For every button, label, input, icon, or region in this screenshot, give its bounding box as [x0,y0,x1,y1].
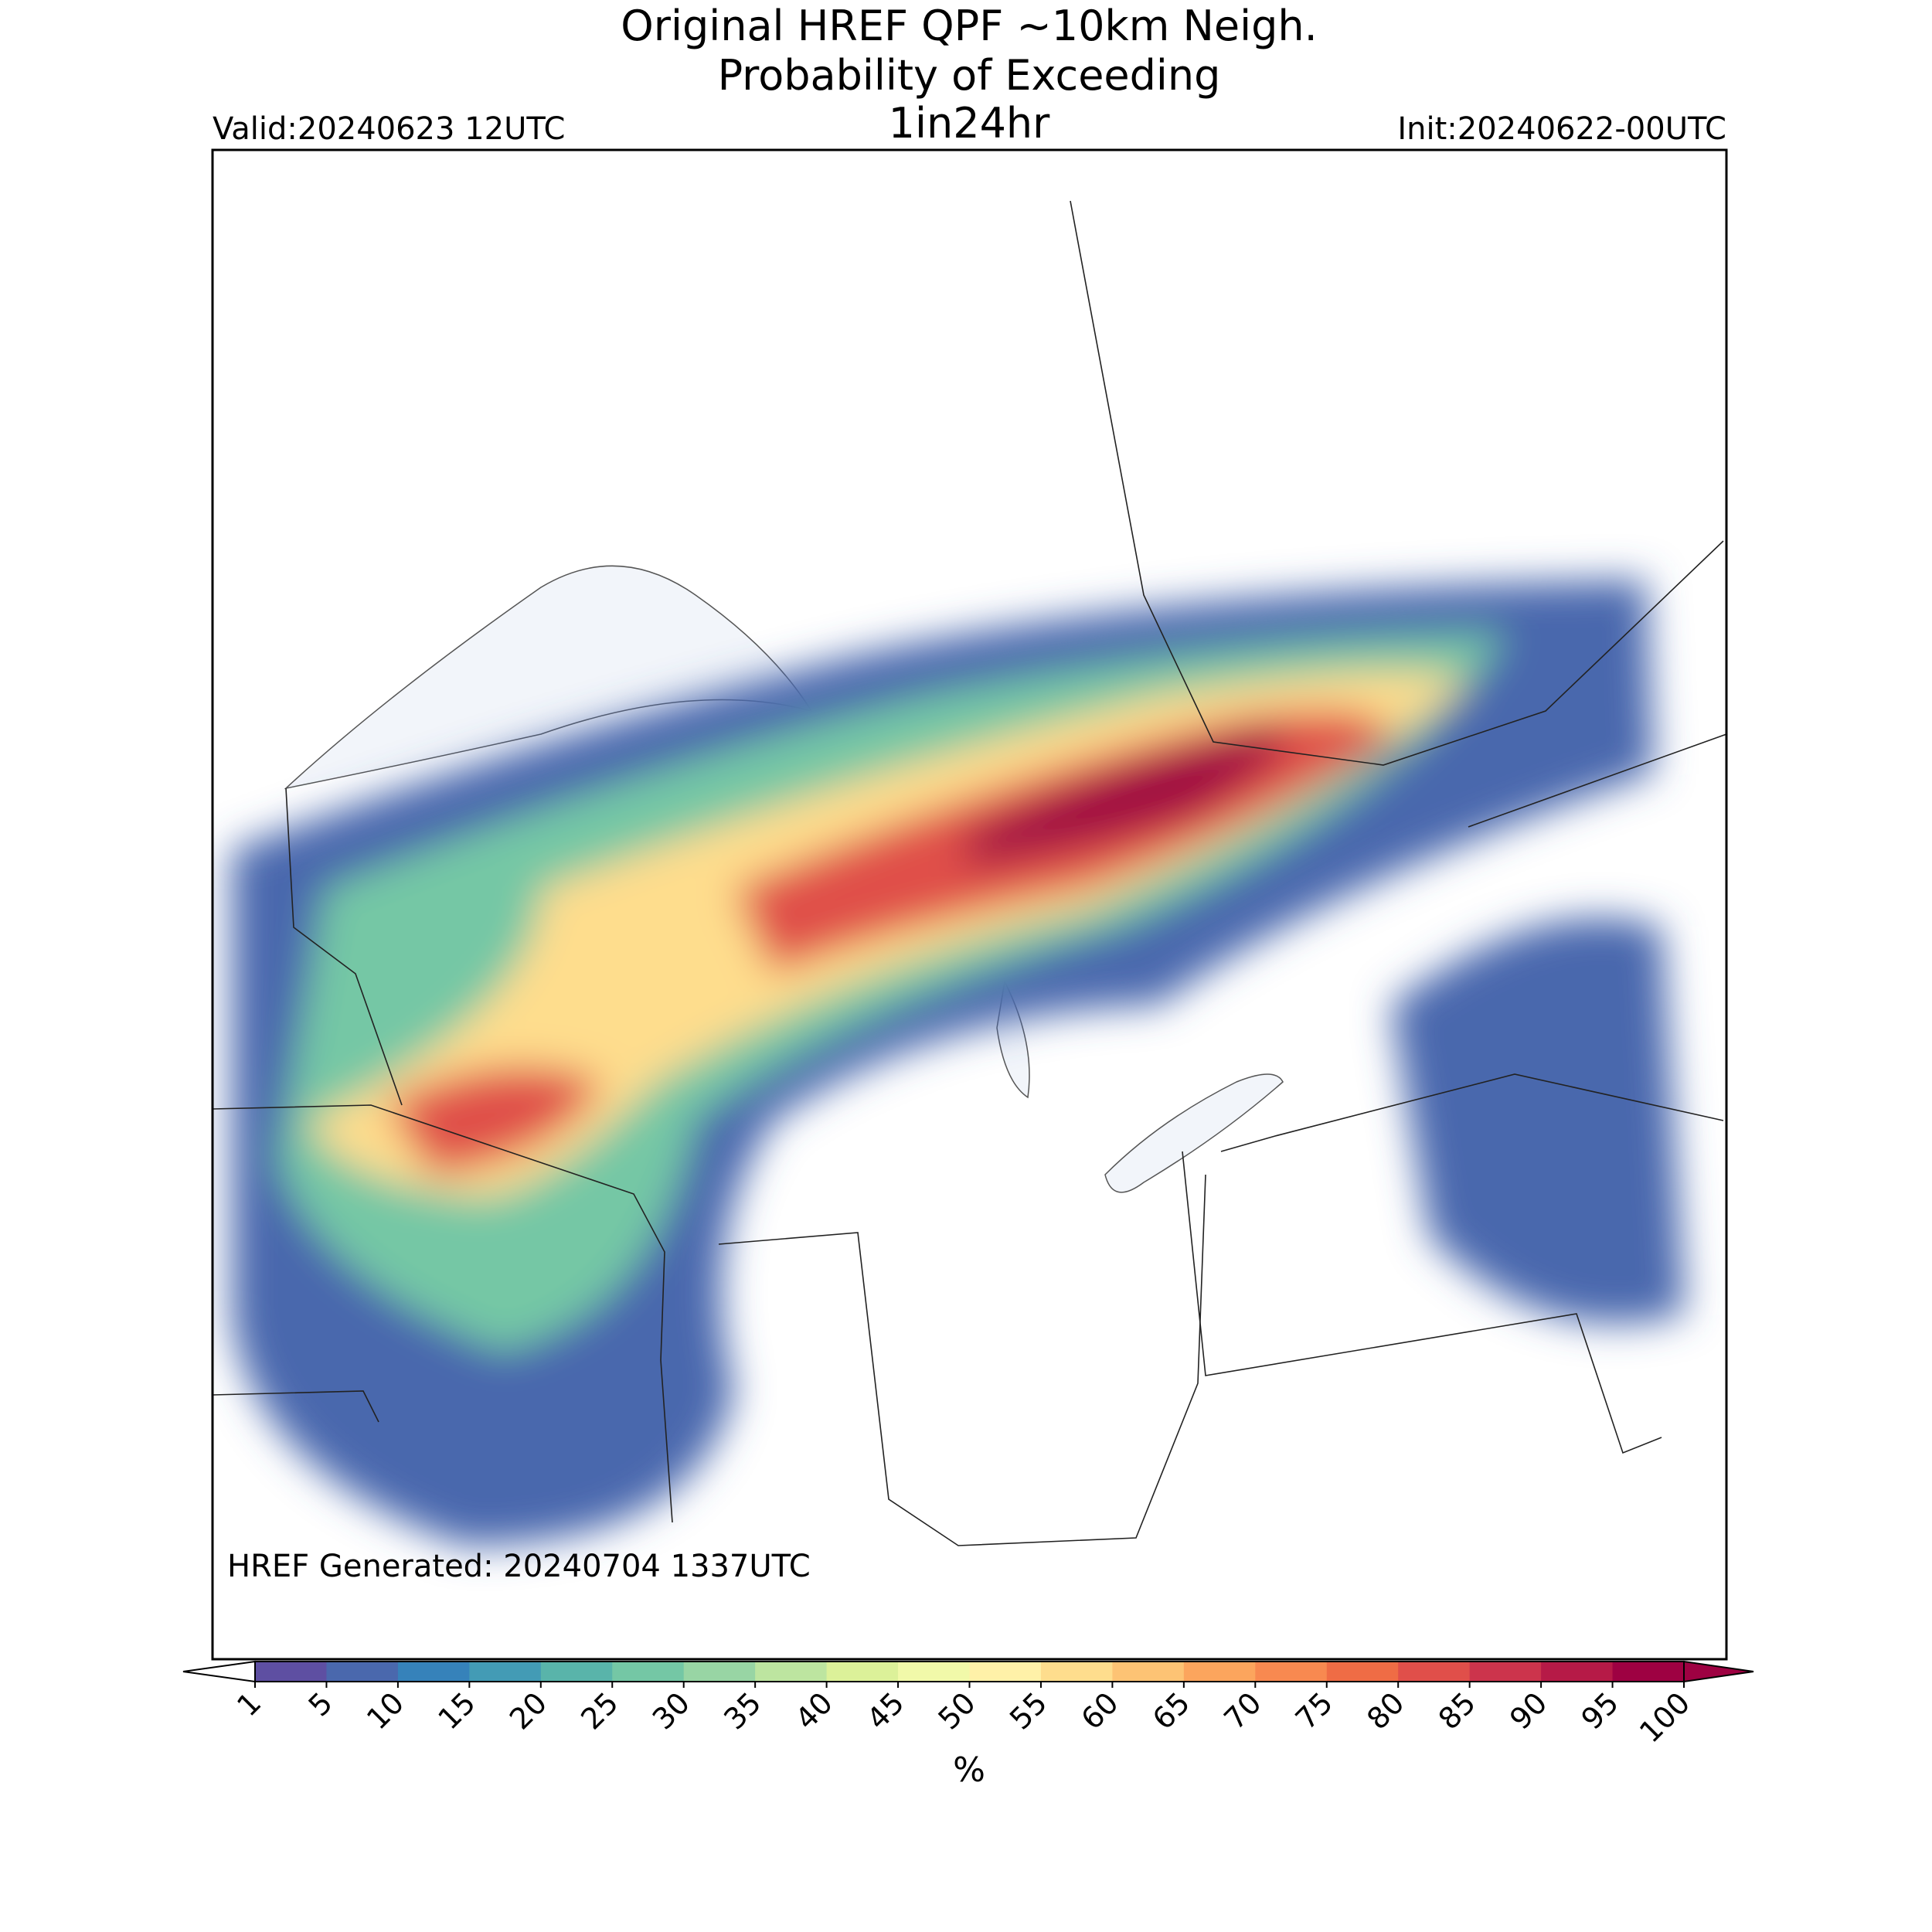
colorbar-tick-label: 75 [1289,1685,1339,1736]
colorbar: 1 5 10 15 20 25 30 35 40 45 50 55 60 65 70 75 80 85 90 95 10… [182,1660,1754,1750]
colorbar-segment [969,1662,1042,1682]
colorbar-tick-label: 50 [932,1685,982,1736]
colorbar-tick-label: 60 [1074,1685,1124,1736]
map-area: HREF Generated: 20240704 1337UTC [213,200,1726,1584]
colorbar-tick-label: 55 [1003,1685,1053,1736]
colorbar-label: % [953,1750,985,1790]
colorbar-tick-label: 70 [1217,1685,1267,1736]
colorbar-tick-label: 45 [860,1685,910,1736]
title-line: Original HREF QPF ~10km Neigh. [621,2,1318,50]
colorbar-tick-label: 10 [360,1685,410,1736]
colorbar-segment [1040,1662,1113,1682]
colorbar-segment [1469,1662,1542,1682]
init-time: Init:20240622-00UTC [1397,111,1726,147]
colorbar-segment [1541,1662,1614,1682]
colorbar-segment [898,1662,970,1682]
colorbar-under [182,1660,256,1683]
colorbar-tick-label: 25 [574,1685,624,1736]
title-line: Probability of Exceeding [718,51,1221,100]
map-frame [211,148,1728,1661]
subtitle: 1in24hr [889,99,1051,148]
colorbar-segment [255,1662,327,1682]
colorbar-segment [755,1662,828,1682]
colorbar-tick-label: 30 [646,1685,696,1736]
borders [213,200,1726,1546]
colorbar-tick-label: 35 [717,1685,767,1736]
colorbar-over [1683,1660,1754,1683]
colorbar-segment [1255,1662,1328,1682]
precip-field [232,580,1685,1546]
colorbar-tick-label: 65 [1146,1685,1196,1736]
colorbar-segment [683,1662,756,1682]
colorbar-segment [1326,1662,1399,1682]
colorbar-segment [1112,1662,1185,1682]
colorbar-tick-label: 15 [431,1685,481,1736]
colorbar-tick-label: 40 [789,1685,839,1736]
valid-time: Valid:20240623 12UTC [213,111,565,147]
colorbar-segment [1612,1662,1685,1682]
colorbar-segment [1398,1662,1471,1682]
colorbar-tick-label: 90 [1503,1685,1553,1736]
colorbar-tick-label: 85 [1432,1685,1482,1736]
colorbar-segment [469,1662,542,1682]
colorbar-tick-label: 20 [503,1685,553,1736]
colorbar-segment [1183,1662,1256,1682]
generated-note: HREF Generated: 20240704 1337UTC [227,1549,811,1584]
colorbar-segment [326,1662,399,1682]
colorbar-tick-label: 80 [1360,1685,1410,1736]
colorbar-segment [826,1662,899,1682]
colorbar-segment [612,1662,685,1682]
colorbar-segment [540,1662,613,1682]
colorbar-tick-label: 95 [1575,1685,1625,1736]
colorbar-segment [397,1662,470,1682]
colorbar-tick-label: 1 [230,1685,267,1723]
colorbar-tick-label: 100 [1633,1685,1696,1749]
colorbar-tick-label: 5 [302,1685,339,1723]
